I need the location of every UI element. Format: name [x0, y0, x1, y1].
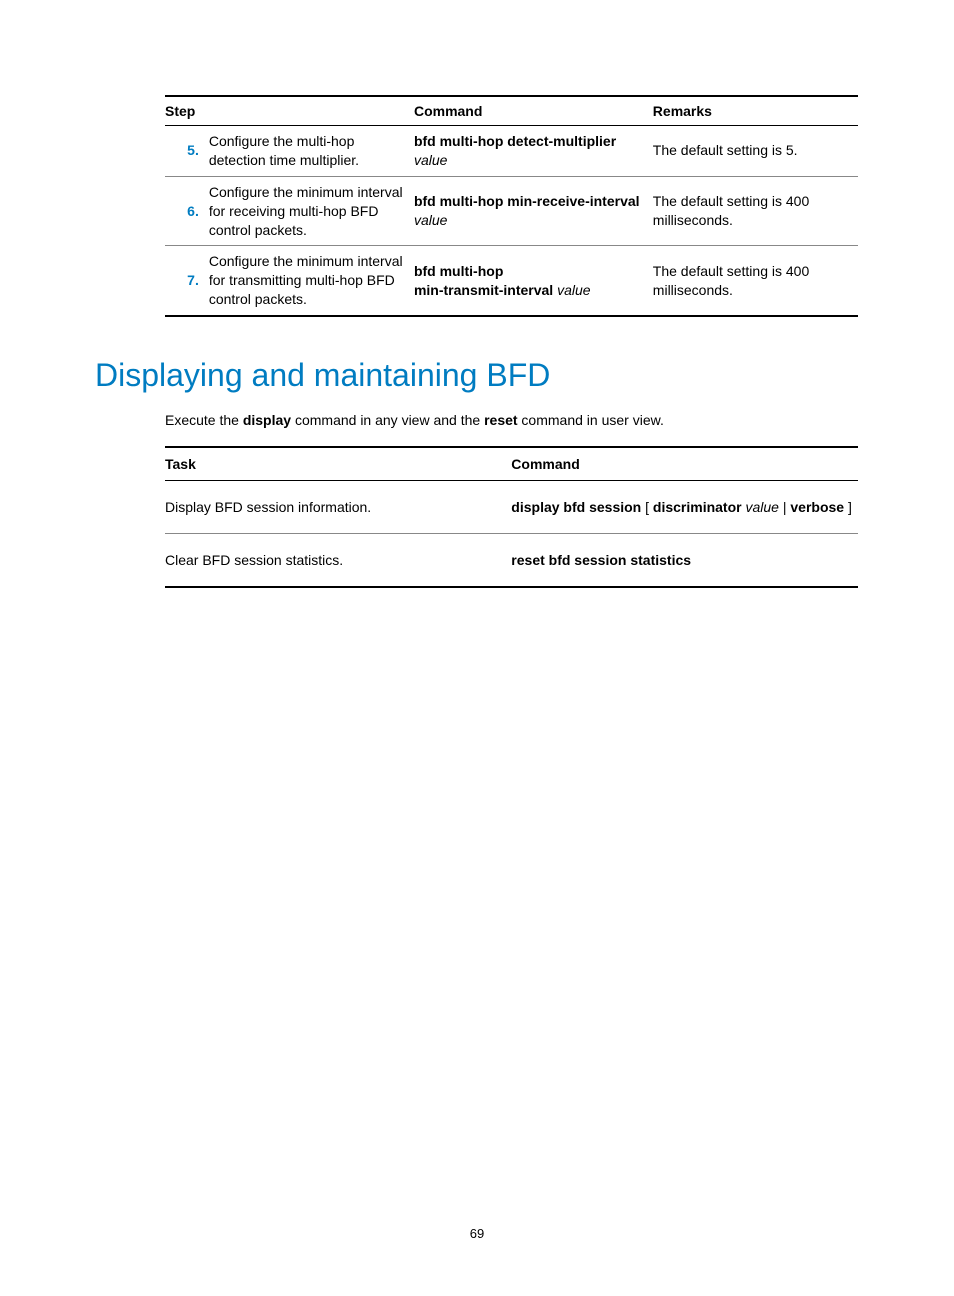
task-command: reset bfd session statistics [511, 534, 858, 588]
step-number: 6. [165, 176, 209, 246]
step-number: 5. [165, 126, 209, 177]
section-heading: Displaying and maintaining BFD [95, 357, 859, 394]
page-number: 69 [0, 1226, 954, 1241]
task-description: Display BFD session information. [165, 481, 511, 534]
step-description: Configure the multi-hop detection time m… [209, 126, 414, 177]
table-row: 6.Configure the minimum interval for rec… [165, 176, 858, 246]
step-description: Configure the minimum interval for recei… [209, 176, 414, 246]
table-row: Display BFD session information.display … [165, 481, 858, 534]
th-command: Command [414, 96, 653, 126]
task-command: display bfd session [ discriminator valu… [511, 481, 858, 534]
intro-seg: command in user view. [518, 412, 664, 428]
intro-bold: display [243, 412, 291, 428]
step-remarks: The default setting is 400 milliseconds. [653, 176, 858, 246]
step-command: bfd multi-hop detect-multipliervalue [414, 126, 653, 177]
intro-seg: Execute the [165, 412, 243, 428]
table-row: Clear BFD session statistics.reset bfd s… [165, 534, 858, 588]
table-row: 5.Configure the multi-hop detection time… [165, 126, 858, 177]
th-remarks: Remarks [653, 96, 858, 126]
th-step: Step [165, 96, 414, 126]
step-number: 7. [165, 246, 209, 316]
th-task-command: Command [511, 447, 858, 481]
step-remarks: The default setting is 400 milliseconds. [653, 246, 858, 316]
th-task: Task [165, 447, 511, 481]
step-command-table: Step Command Remarks 5.Configure the mul… [165, 95, 858, 317]
intro-seg: command in any view and the [291, 412, 484, 428]
step-remarks: The default setting is 5. [653, 126, 858, 177]
table-row: 7.Configure the minimum interval for tra… [165, 246, 858, 316]
task-command-table: Task Command Display BFD session informa… [165, 446, 858, 588]
intro-text: Execute the display command in any view … [165, 412, 859, 428]
step-command: bfd multi-hopmin-transmit-interval value [414, 246, 653, 316]
step-command: bfd multi-hop min-receive-intervalvalue [414, 176, 653, 246]
intro-bold: reset [484, 412, 517, 428]
step-description: Configure the minimum interval for trans… [209, 246, 414, 316]
task-description: Clear BFD session statistics. [165, 534, 511, 588]
